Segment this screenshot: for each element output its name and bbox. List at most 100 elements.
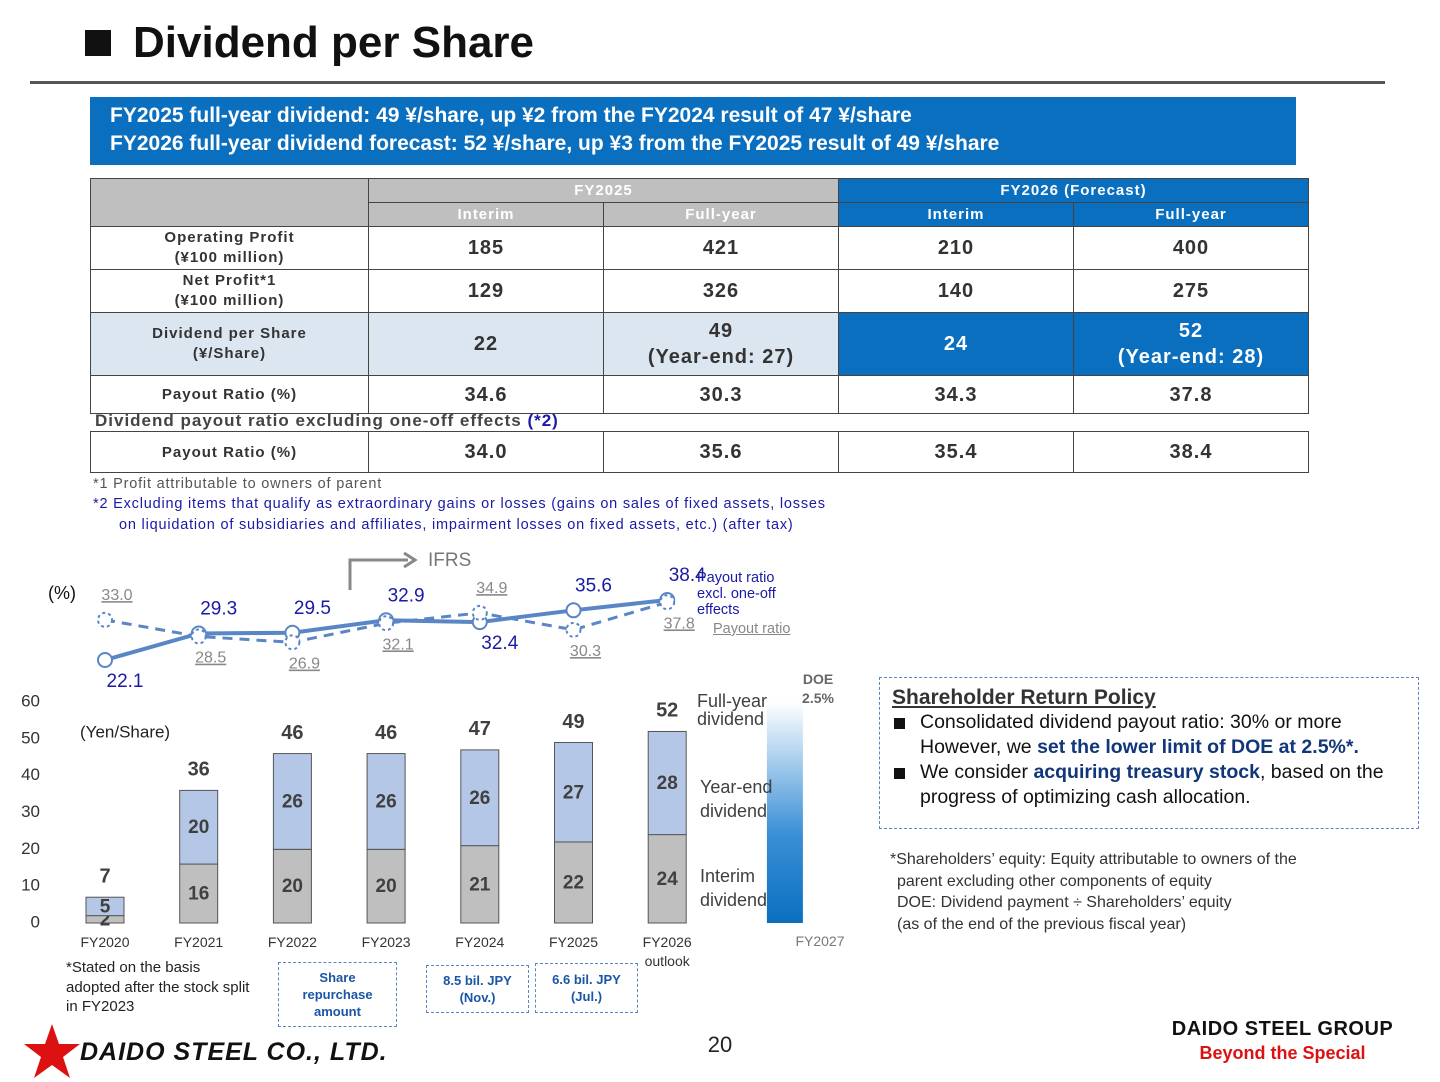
policy-note: *Shareholders’ equity: Equity attributab… bbox=[890, 851, 1297, 933]
cell: 22 bbox=[368, 312, 604, 376]
row-label: Payout Ratio (%) bbox=[90, 431, 369, 473]
y-tick-label: 60 bbox=[21, 691, 40, 710]
bar-label: 26 bbox=[282, 791, 303, 812]
x-tick-label: FY2020 bbox=[80, 934, 130, 950]
bar-label: 20 bbox=[376, 876, 397, 897]
value-label: 29.5 bbox=[294, 598, 331, 619]
row-label: Dividend per Share (¥/Share) bbox=[90, 312, 369, 376]
bar-label: 2 bbox=[100, 909, 111, 930]
x-tick-label: FY2021 bbox=[174, 934, 224, 950]
cell: 326 bbox=[603, 269, 839, 313]
cell: 34.3 bbox=[838, 375, 1074, 414]
repurchase-label: Share repurchase amount bbox=[278, 962, 397, 1027]
cell: 34.6 bbox=[368, 375, 604, 414]
total-label: 52 bbox=[656, 700, 678, 722]
bar-label: 24 bbox=[657, 869, 679, 890]
bar-label: 22 bbox=[563, 872, 584, 893]
value-label: 22.1 bbox=[107, 671, 144, 692]
bar-segment bbox=[272, 848, 312, 924]
summary: FY2025 full-year dividend: 49 ¥/share, u… bbox=[90, 97, 1296, 165]
value-label: 32.4 bbox=[481, 633, 518, 654]
y-tick-label: 40 bbox=[21, 765, 40, 784]
value-label: 30.3 bbox=[570, 643, 601, 660]
bar-label: 26 bbox=[469, 788, 490, 809]
slogan: Beyond the Special bbox=[1199, 1043, 1366, 1063]
total-label: 7 bbox=[99, 865, 110, 887]
cell: 34.0 bbox=[368, 431, 604, 473]
point bbox=[378, 615, 395, 632]
point bbox=[97, 652, 113, 668]
cell: 210 bbox=[838, 226, 1074, 270]
summary-line: FY2026 full-year dividend forecast: 52 ¥… bbox=[110, 132, 1000, 155]
ifrs-arrow bbox=[348, 558, 408, 590]
text: , based on the progress of optimizing ca… bbox=[920, 761, 1384, 808]
point bbox=[565, 602, 582, 619]
excl-ref: (*2) bbox=[527, 411, 559, 430]
bar-label: 20 bbox=[188, 817, 209, 838]
row-label: Net Profit*1 (¥100 million) bbox=[90, 269, 369, 313]
note: *2 Excluding items that qualify as extra… bbox=[93, 496, 826, 533]
bar-segment bbox=[85, 896, 125, 917]
total-label: 46 bbox=[281, 722, 303, 744]
group-header: FY2025 bbox=[368, 178, 839, 203]
bar-segment bbox=[179, 789, 219, 865]
cell: 37.8 bbox=[1073, 375, 1309, 414]
cell: 400 bbox=[1073, 226, 1309, 270]
bar-label: 26 bbox=[376, 791, 397, 812]
value-label: 34.9 bbox=[476, 580, 507, 597]
cell: 35.6 bbox=[603, 431, 839, 473]
legend-label: Payout ratio bbox=[713, 621, 791, 637]
y-tick-label: 0 bbox=[31, 912, 40, 931]
bar-segment bbox=[554, 841, 593, 924]
y-label: (Yen/Share) bbox=[80, 722, 170, 741]
title: Dividend per Share bbox=[85, 18, 534, 68]
table-excl: Payout Ratio (%) 34.0 35.6 35.4 38.4 bbox=[90, 431, 1309, 473]
point bbox=[190, 628, 207, 645]
x-tick-label: FY2023 bbox=[361, 934, 411, 950]
sub-header: Interim bbox=[838, 202, 1074, 227]
doe-bar bbox=[766, 702, 803, 923]
group-header: FY2026 (Forecast) bbox=[838, 178, 1309, 203]
y-label: (%) bbox=[48, 583, 76, 603]
summary-line: FY2025 full-year dividend: 49 ¥/share, u… bbox=[110, 104, 912, 127]
ifrs-label: IFRS bbox=[428, 550, 471, 571]
point bbox=[471, 604, 488, 621]
bar-label: 27 bbox=[563, 782, 584, 803]
cell: 49 (Year-end: 27) bbox=[603, 312, 839, 376]
value-label: 33.0 bbox=[101, 587, 132, 604]
policy-title: Shareholder Return Policy bbox=[892, 686, 1156, 709]
sub-header: Full-year bbox=[1073, 202, 1309, 227]
row-label: Operating Profit (¥100 million) bbox=[90, 226, 369, 270]
bar-label: 16 bbox=[188, 884, 209, 905]
star bbox=[24, 1024, 80, 1078]
bar-segment bbox=[554, 742, 593, 843]
legend-label: Full-year dividend bbox=[697, 691, 768, 729]
bar-label: 28 bbox=[657, 773, 678, 794]
company: DAIDO STEEL CO., LTD. bbox=[80, 1038, 388, 1066]
x-tick-label: FY2022 bbox=[267, 934, 317, 950]
legend-label: Year-end dividend bbox=[700, 777, 773, 821]
policy-box: Shareholder Return Policy Consolidated d… bbox=[879, 677, 1419, 829]
point bbox=[97, 611, 113, 628]
value-label: 37.8 bbox=[664, 615, 695, 632]
x-tick-label: FY2026 outlook bbox=[642, 934, 692, 969]
bar-segment bbox=[647, 834, 687, 924]
bar-label: 5 bbox=[100, 896, 111, 917]
text: We consider bbox=[920, 761, 1034, 783]
bar-label: 21 bbox=[469, 874, 491, 895]
value-label: 32.9 bbox=[388, 585, 425, 606]
total-label: 49 bbox=[562, 711, 584, 733]
cell: 52 (Year-end: 28) bbox=[1073, 312, 1309, 376]
value-label: 32.1 bbox=[383, 636, 414, 653]
bar-segment bbox=[366, 848, 406, 924]
value-label: 28.5 bbox=[195, 650, 226, 667]
bar-label: 20 bbox=[282, 876, 303, 897]
title-text: Dividend per Share bbox=[133, 18, 535, 67]
policy-item: Consolidated dividend payout ratio: 30% … bbox=[892, 710, 1408, 760]
cell: 30.3 bbox=[603, 375, 839, 414]
row-label: Payout Ratio (%) bbox=[90, 375, 369, 414]
text: Consolidated dividend payout ratio: 30% … bbox=[920, 711, 1342, 758]
cell: 24 bbox=[838, 312, 1074, 376]
